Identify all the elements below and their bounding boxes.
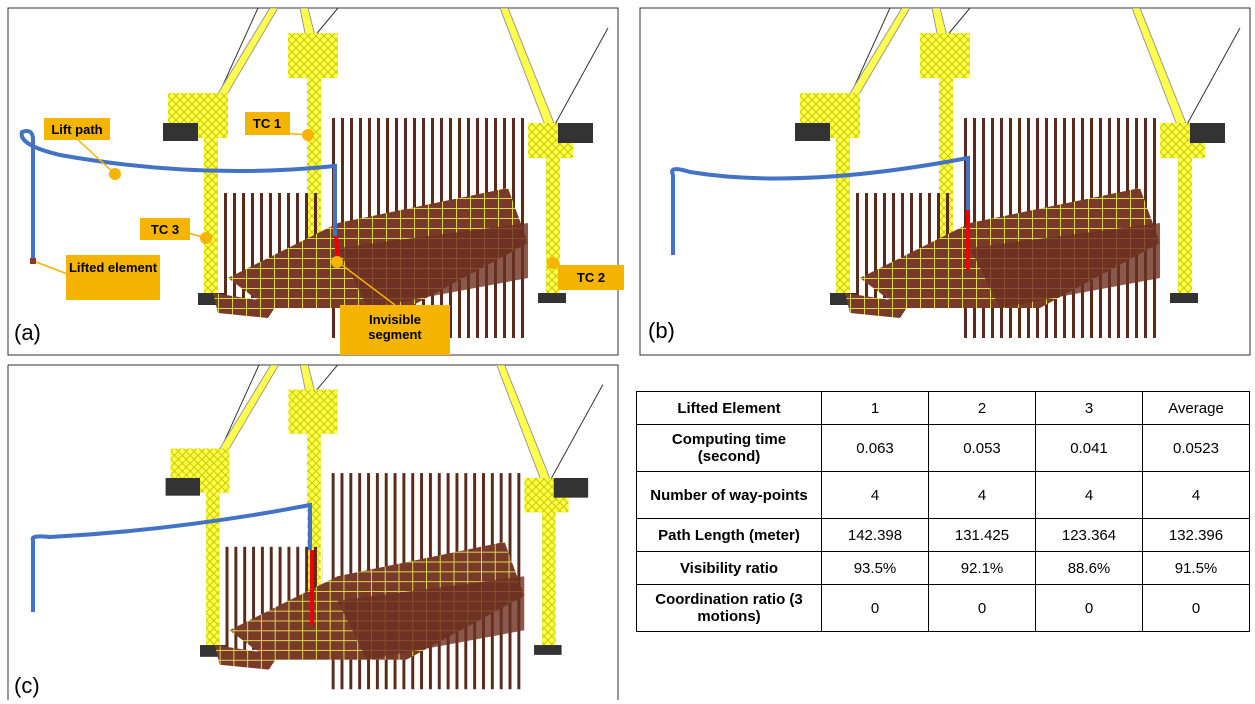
row-header: Coordination ratio (3 motions) — [637, 585, 822, 632]
table-cell: 0 — [1036, 585, 1143, 632]
table-cell: 91.5% — [1143, 552, 1250, 585]
table-cell: 142.398 — [822, 519, 929, 552]
panel-label: (b) — [648, 318, 675, 343]
table-cell: 131.425 — [929, 519, 1036, 552]
annotation-wrap: Lifted element — [66, 255, 160, 300]
table-cell: 0.0523 — [1143, 425, 1250, 472]
panel-label: (a) — [14, 320, 41, 345]
table-cell: 88.6% — [1036, 552, 1143, 585]
annotation: Lift path — [51, 122, 102, 137]
table-cell: 123.364 — [1036, 519, 1143, 552]
annotation-wrap: Invisible segment — [340, 305, 450, 355]
table-cell: 0 — [929, 585, 1036, 632]
page: Lift path TC 1 TC 3 Lifted element TC 2 … — [0, 0, 1255, 704]
row-header: Path Length (meter) — [637, 519, 822, 552]
table-cell: 4 — [822, 472, 929, 519]
row-header: Computing time (second) — [637, 425, 822, 472]
table-cell: 0.041 — [1036, 425, 1143, 472]
table-cell: 0 — [822, 585, 929, 632]
annotation: Lifted element — [66, 255, 160, 275]
lifted-element — [30, 258, 36, 264]
table-cell: 0 — [1143, 585, 1250, 632]
table-cell: 3 — [1036, 392, 1143, 425]
annotation: TC 2 — [577, 270, 605, 285]
table-cell: 93.5% — [822, 552, 929, 585]
table-cell: 2 — [929, 392, 1036, 425]
annotation: TC 3 — [151, 222, 179, 237]
table-cell: Average — [1143, 392, 1250, 425]
row-header: Lifted Element — [637, 392, 822, 425]
table-cell: 0.053 — [929, 425, 1036, 472]
annotation: Invisible segment — [340, 305, 450, 342]
scene-render — [166, 365, 603, 689]
table-cell: 4 — [1143, 472, 1250, 519]
table-cell: 4 — [1036, 472, 1143, 519]
row-header: Visibility ratio — [637, 552, 822, 585]
table-cell: 1 — [822, 392, 929, 425]
panel-label: (c) — [14, 673, 40, 698]
annotation: TC 1 — [253, 116, 281, 131]
table-cell: 92.1% — [929, 552, 1036, 585]
table-cell: 4 — [929, 472, 1036, 519]
table-cell: 132.396 — [1143, 519, 1250, 552]
row-header: Number of way-points — [637, 472, 822, 519]
table-cell: 0.063 — [822, 425, 929, 472]
